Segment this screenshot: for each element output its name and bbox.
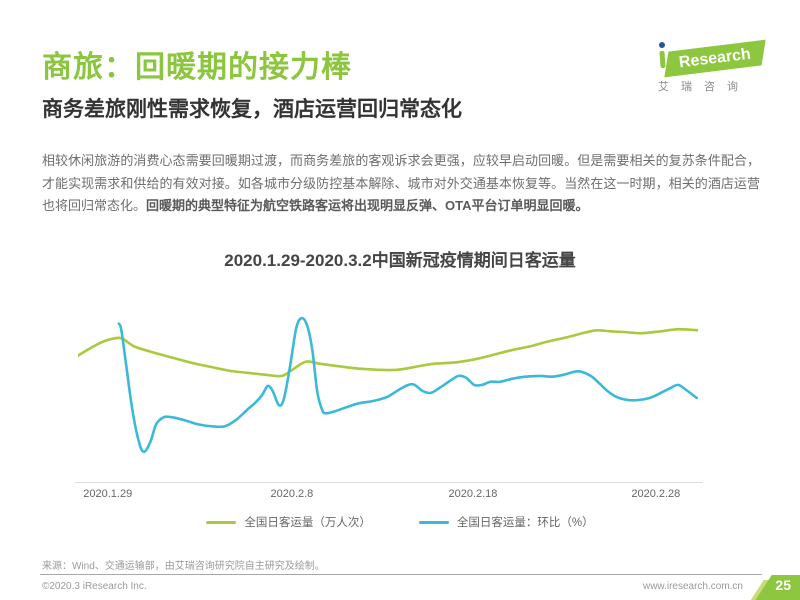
intro-text-bold: 回暖期的典型特征为航空铁路客运将出现明显反弹、OTA平台订单明显回暖。 xyxy=(146,198,589,213)
intro-paragraph: 相较休闲旅游的消费心态需要回暖期过渡，而商务差旅的客观诉求会更强，应较早启动回暖… xyxy=(42,150,760,218)
page-number: 25 xyxy=(775,577,791,593)
x-axis-label: 2020.2.28 xyxy=(631,488,681,500)
footer-website: www.iresearch.com.cn xyxy=(642,581,743,592)
page-number-badge: 25 xyxy=(750,572,800,600)
logo-brand-text: Research xyxy=(678,45,752,71)
legend-swatch-green-icon xyxy=(206,520,237,524)
footer-divider xyxy=(40,574,762,575)
logo-chinese-name: 艾瑞咨询 xyxy=(658,81,750,93)
section-subtitle: 商务差旅刚性需求恢复，酒店运营回归常态化 xyxy=(42,98,462,121)
page-title: 商旅：回暖期的接力棒 xyxy=(42,51,352,84)
intro-text-normal: 相较休闲旅游的消费心态需要回暖期过渡，而商务差旅的客观诉求会更强，应较早启动回暖… xyxy=(42,153,760,213)
line-chart xyxy=(78,316,698,454)
source-note: 来源：Wind、交通运输部，由艾瑞咨询研究院自主研究及绘制。 xyxy=(42,561,325,572)
legend-item-volume: 全国日客运量（万人次） xyxy=(206,514,371,530)
logo-i-dot-icon xyxy=(659,42,665,48)
x-axis-label: 2020.1.29 xyxy=(83,488,133,500)
series-line-0 xyxy=(78,327,698,378)
footer-copyright: ©2020.3 iResearch Inc. xyxy=(42,581,147,592)
legend-swatch-blue-icon xyxy=(418,520,449,524)
legend-label: 全国日客运量（万人次） xyxy=(244,517,371,529)
x-axis-label: 2020.2.18 xyxy=(448,488,498,500)
series-line-1 xyxy=(117,316,698,454)
iresearch-logo: Research 艾瑞咨询 xyxy=(650,38,774,93)
legend-label: 全国日客运量：环比（%） xyxy=(456,517,594,529)
x-axis-line xyxy=(75,482,703,483)
x-axis-label: 2020.2.8 xyxy=(270,488,314,500)
x-axis-tick-row: 2020.1.29 2020.2.8 2020.2.18 2020.2.28 xyxy=(78,488,698,504)
chart-title: 2020.1.29-2020.3.2中国新冠疫情期间日客运量 xyxy=(224,251,576,270)
logo-banner: Research xyxy=(664,39,766,78)
legend-item-ratio: 全国日客运量：环比（%） xyxy=(418,514,594,530)
chart-legend: 全国日客运量（万人次） 全国日客运量：环比（%） xyxy=(90,514,710,530)
logo-i-stem-icon xyxy=(659,50,666,69)
